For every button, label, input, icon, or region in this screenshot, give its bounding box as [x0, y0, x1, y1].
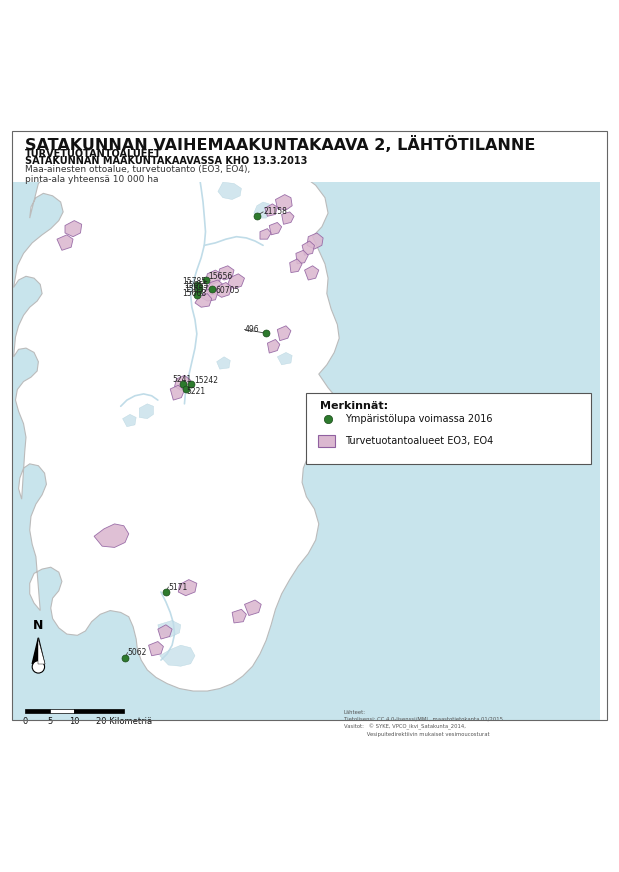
- Text: 15657: 15657: [184, 285, 208, 294]
- Polygon shape: [94, 524, 129, 548]
- Polygon shape: [215, 283, 232, 297]
- Text: 15656: 15656: [209, 272, 233, 282]
- Polygon shape: [32, 637, 45, 664]
- Text: 15668: 15668: [183, 290, 207, 298]
- Polygon shape: [14, 136, 356, 691]
- Polygon shape: [57, 235, 73, 250]
- Text: 15785: 15785: [183, 277, 207, 286]
- Polygon shape: [65, 221, 82, 236]
- Text: 5: 5: [47, 717, 52, 726]
- Polygon shape: [337, 142, 348, 151]
- Text: Merkinnät:: Merkinnät:: [320, 401, 388, 412]
- Bar: [74, 709, 124, 713]
- Bar: [318, 435, 335, 447]
- Text: SATAKUNNAN VAIHEMAAKUNTAKAAVA 2, LÄHTÖTILANNE: SATAKUNNAN VAIHEMAAKUNTAKAAVA 2, LÄHTÖTI…: [25, 136, 535, 153]
- Text: TURVETUOTANTOALUEET: TURVETUOTANTOALUEET: [25, 149, 162, 160]
- Polygon shape: [206, 280, 223, 295]
- Polygon shape: [149, 642, 163, 656]
- Polygon shape: [232, 610, 246, 623]
- Circle shape: [32, 661, 45, 673]
- Text: 20 Kilometriä: 20 Kilometriä: [96, 717, 152, 726]
- Polygon shape: [305, 266, 319, 280]
- Polygon shape: [206, 270, 222, 284]
- Text: 10: 10: [69, 717, 79, 726]
- Polygon shape: [218, 266, 234, 280]
- Polygon shape: [201, 288, 218, 301]
- Polygon shape: [254, 202, 271, 218]
- Text: 0: 0: [22, 717, 27, 726]
- Text: N: N: [33, 618, 43, 631]
- Polygon shape: [307, 233, 323, 249]
- Polygon shape: [245, 600, 261, 616]
- Polygon shape: [282, 212, 294, 224]
- Bar: [50, 709, 74, 713]
- Polygon shape: [296, 250, 308, 264]
- Polygon shape: [269, 222, 282, 235]
- Text: 5241: 5241: [172, 375, 191, 385]
- Bar: [25, 709, 50, 713]
- Polygon shape: [158, 621, 181, 637]
- Text: SATAKUNNAN MAAKUNTAKAAVASSA KHO 13.3.2013: SATAKUNNAN MAAKUNTAKAAVASSA KHO 13.3.201…: [25, 156, 307, 167]
- Polygon shape: [228, 274, 245, 289]
- Text: 15655: 15655: [184, 281, 209, 290]
- Polygon shape: [275, 194, 292, 210]
- Bar: [12, 170, 600, 721]
- Text: Lähteet:
Tietolisensi: CC 4.0-lisenssi/MML, maastotietokanta 01/2015
Vasitot:   : Lähteet: Tietolisensi: CC 4.0-lisenssi/M…: [344, 710, 503, 737]
- Text: Ympäristölupa voimassa 2016: Ympäristölupa voimassa 2016: [345, 414, 492, 425]
- Polygon shape: [139, 404, 154, 419]
- Polygon shape: [158, 625, 172, 639]
- Polygon shape: [195, 294, 212, 307]
- Polygon shape: [217, 357, 230, 369]
- Polygon shape: [38, 637, 45, 664]
- Polygon shape: [277, 352, 292, 364]
- Polygon shape: [290, 259, 302, 273]
- Text: Turvetuotantoalueet EO3, EO4: Turvetuotantoalueet EO3, EO4: [345, 436, 493, 446]
- Polygon shape: [344, 140, 358, 154]
- Text: Maa-ainesten ottoalue, turvetuotanto (EO3, EO4),
pinta-ala yhteensä 10 000 ha: Maa-ainesten ottoalue, turvetuotanto (EO…: [25, 165, 250, 184]
- Text: 5062: 5062: [128, 648, 147, 657]
- Text: 5221: 5221: [186, 387, 206, 396]
- Bar: [12, 132, 607, 182]
- Polygon shape: [260, 228, 271, 239]
- Polygon shape: [123, 414, 136, 426]
- Text: 15242: 15242: [194, 377, 218, 385]
- Polygon shape: [160, 645, 195, 666]
- Bar: [306, 392, 591, 464]
- Polygon shape: [175, 375, 191, 390]
- Polygon shape: [302, 241, 314, 255]
- Polygon shape: [178, 580, 197, 596]
- Polygon shape: [218, 182, 241, 200]
- Polygon shape: [265, 204, 277, 216]
- Polygon shape: [267, 339, 280, 353]
- Polygon shape: [170, 385, 184, 400]
- Polygon shape: [277, 326, 291, 341]
- Text: 5171: 5171: [168, 582, 188, 591]
- Text: 21158: 21158: [263, 208, 287, 216]
- Text: 60705: 60705: [215, 286, 240, 295]
- Text: 496: 496: [245, 325, 259, 334]
